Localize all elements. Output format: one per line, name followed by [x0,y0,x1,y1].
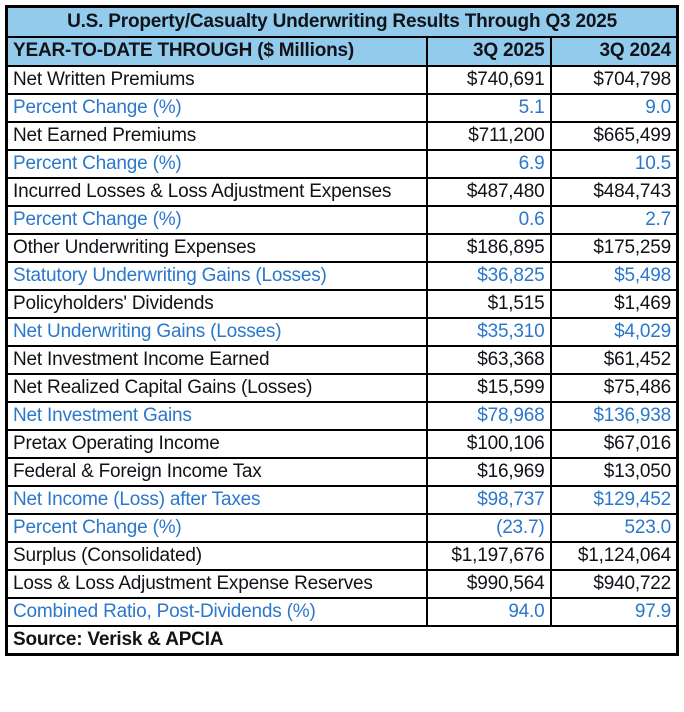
underwriting-results-table: U.S. Property/Casualty Underwriting Resu… [5,5,680,656]
value-3q2025: $98,737 [425,484,552,515]
value-3q2024: $940,722 [549,568,679,599]
title-row: U.S. Property/Casualty Underwriting Resu… [5,5,679,38]
value-3q2025: $990,564 [425,568,552,599]
value-3q2024: $4,029 [549,316,679,347]
value-3q2025: (23.7) [425,512,552,543]
row-label: Incurred Losses & Loss Adjustment Expens… [5,176,428,207]
table-row: Net Earned Premiums $711,200 $665,499 [5,120,679,151]
table-row: Net Investment Gains $78,968 $136,938 [5,400,679,431]
value-3q2025: $15,599 [425,372,552,403]
value-3q2025: $1,515 [425,288,552,319]
value-3q2024: $175,259 [549,232,679,263]
value-3q2025: $16,969 [425,456,552,487]
table-row: Net Realized Capital Gains (Losses) $15,… [5,372,679,403]
row-label: Net Investment Gains [5,400,428,431]
table-row: Combined Ratio, Post-Dividends (%) 94.0 … [5,596,679,627]
value-3q2025: 0.6 [425,204,552,235]
value-3q2024: 97.9 [549,596,679,627]
row-label: Net Realized Capital Gains (Losses) [5,372,428,403]
value-3q2025: $63,368 [425,344,552,375]
row-label: Surplus (Consolidated) [5,540,428,571]
table-row: Incurred Losses & Loss Adjustment Expens… [5,176,679,207]
table-row: Percent Change (%) 6.9 10.5 [5,148,679,179]
row-label: Net Underwriting Gains (Losses) [5,316,428,347]
value-3q2025: 94.0 [425,596,552,627]
column-header-label: YEAR-TO-DATE THROUGH ($ Millions) [5,35,428,67]
value-3q2024: 9.0 [549,92,679,123]
source-note: Source: Verisk & APCIA [5,624,679,656]
row-label: Net Investment Income Earned [5,344,428,375]
table-row: Net Written Premiums $740,691 $704,798 [5,64,679,95]
column-header-3q2025: 3Q 2025 [425,35,552,67]
column-header-row: YEAR-TO-DATE THROUGH ($ Millions) 3Q 202… [5,35,679,67]
row-label: Other Underwriting Expenses [5,232,428,263]
row-label: Percent Change (%) [5,204,428,235]
source-row: Source: Verisk & APCIA [5,624,679,656]
value-3q2025: $487,480 [425,176,552,207]
table-row: Percent Change (%) 5.1 9.0 [5,92,679,123]
value-3q2025: $36,825 [425,260,552,291]
table-row: Statutory Underwriting Gains (Losses) $3… [5,260,679,291]
value-3q2024: $75,486 [549,372,679,403]
row-label: Pretax Operating Income [5,428,428,459]
row-label: Policyholders' Dividends [5,288,428,319]
table-row: Policyholders' Dividends $1,515 $1,469 [5,288,679,319]
value-3q2025: $100,106 [425,428,552,459]
value-3q2024: $1,469 [549,288,679,319]
row-label: Federal & Foreign Income Tax [5,456,428,487]
column-header-3q2024: 3Q 2024 [549,35,679,67]
table-row: Net Income (Loss) after Taxes $98,737 $1… [5,484,679,515]
row-label: Net Written Premiums [5,64,428,95]
row-label: Percent Change (%) [5,92,428,123]
value-3q2025: 6.9 [425,148,552,179]
value-3q2025: 5.1 [425,92,552,123]
value-3q2024: $5,498 [549,260,679,291]
value-3q2025: $186,895 [425,232,552,263]
value-3q2024: $67,016 [549,428,679,459]
table-row: Federal & Foreign Income Tax $16,969 $13… [5,456,679,487]
value-3q2025: $35,310 [425,316,552,347]
table-row: Loss & Loss Adjustment Expense Reserves … [5,568,679,599]
value-3q2024: 10.5 [549,148,679,179]
value-3q2024: $665,499 [549,120,679,151]
table-row: Pretax Operating Income $100,106 $67,016 [5,428,679,459]
value-3q2024: $61,452 [549,344,679,375]
table-row: Surplus (Consolidated) $1,197,676 $1,124… [5,540,679,571]
table-row: Percent Change (%) 0.6 2.7 [5,204,679,235]
value-3q2024: $484,743 [549,176,679,207]
value-3q2025: $740,691 [425,64,552,95]
row-label: Percent Change (%) [5,148,428,179]
row-label: Net Income (Loss) after Taxes [5,484,428,515]
table-row: Net Investment Income Earned $63,368 $61… [5,344,679,375]
value-3q2024: $1,124,064 [549,540,679,571]
value-3q2024: $136,938 [549,400,679,431]
value-3q2025: $711,200 [425,120,552,151]
row-label: Percent Change (%) [5,512,428,543]
table-row: Other Underwriting Expenses $186,895 $17… [5,232,679,263]
row-label: Loss & Loss Adjustment Expense Reserves [5,568,428,599]
row-label: Statutory Underwriting Gains (Losses) [5,260,428,291]
value-3q2024: $129,452 [549,484,679,515]
value-3q2025: $78,968 [425,400,552,431]
table-row: Percent Change (%) (23.7) 523.0 [5,512,679,543]
row-label: Net Earned Premiums [5,120,428,151]
row-label: Combined Ratio, Post-Dividends (%) [5,596,428,627]
table-row: Net Underwriting Gains (Losses) $35,310 … [5,316,679,347]
value-3q2025: $1,197,676 [425,540,552,571]
value-3q2024: $13,050 [549,456,679,487]
table-title: U.S. Property/Casualty Underwriting Resu… [5,5,679,38]
value-3q2024: 2.7 [549,204,679,235]
value-3q2024: 523.0 [549,512,679,543]
value-3q2024: $704,798 [549,64,679,95]
